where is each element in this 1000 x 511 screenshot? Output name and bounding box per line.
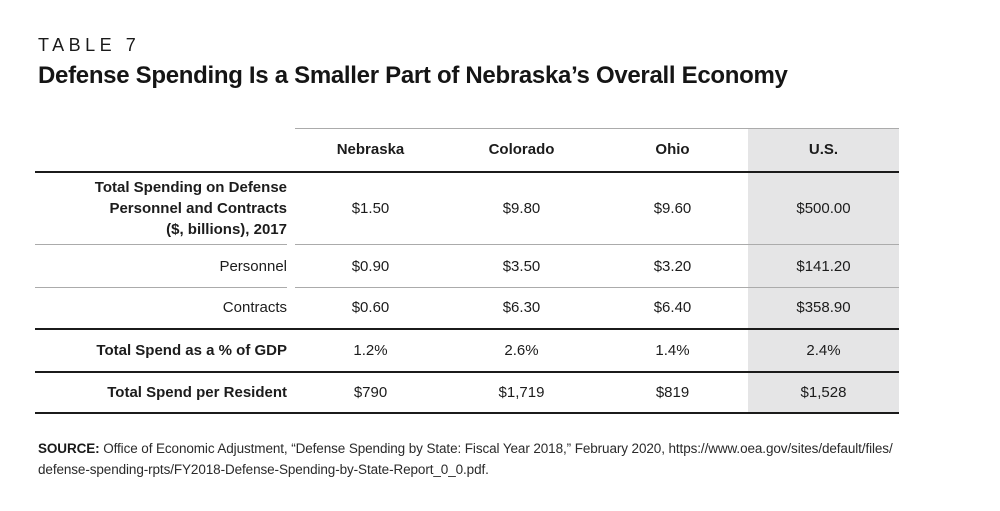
cell-nebraska: $0.60 (295, 287, 446, 330)
cell-us: $1,528 (748, 371, 899, 414)
table-row-contracts: Contracts $0.60 $6.30 $6.40 $358.90 (35, 287, 899, 330)
cell-us: $500.00 (748, 171, 899, 245)
row-label: Total Spend per Resident (35, 371, 287, 414)
cell-us: 2.4% (748, 328, 899, 373)
table-row-personnel: Personnel $0.90 $3.50 $3.20 $141.20 (35, 244, 899, 288)
cell-ohio: $3.20 (597, 244, 748, 288)
cell-ohio: $819 (597, 371, 748, 414)
row-label-line: Total Spending on Defense (94, 178, 287, 196)
source-text-line1: Office of Economic Adjustment, “Defense … (103, 441, 893, 456)
cell-colorado: $9.80 (446, 171, 597, 245)
cell-nebraska: 1.2% (295, 328, 446, 373)
column-header-us: U.S. (748, 128, 899, 173)
column-header-nebraska: Nebraska (295, 128, 446, 173)
source-text-line2: defense-spending-rpts/FY2018-Defense-Spe… (38, 462, 489, 477)
source-label: SOURCE: (38, 441, 100, 456)
row-label: Total Spend as a % of GDP (35, 328, 287, 373)
blank-header-cell (35, 128, 287, 173)
table-number: TABLE 7 (38, 35, 141, 55)
cell-us: $358.90 (748, 287, 899, 330)
column-gap (287, 172, 295, 245)
cell-ohio: $9.60 (597, 171, 748, 245)
column-header-ohio: Ohio (597, 128, 748, 173)
cell-ohio: $6.40 (597, 287, 748, 330)
cell-nebraska: $0.90 (295, 244, 446, 288)
table-header-row: Nebraska Colorado Ohio U.S. (35, 128, 899, 173)
table-row-per-resident: Total Spend per Resident $790 $1,719 $81… (35, 371, 899, 414)
table-row-pct-gdp: Total Spend as a % of GDP 1.2% 2.6% 1.4%… (35, 328, 899, 373)
row-label: Total Spending on Defense Personnel and … (35, 171, 287, 245)
row-label-line: ($, billions), 2017 (166, 220, 287, 238)
cell-nebraska: $1.50 (295, 171, 446, 245)
row-label: Contracts (35, 287, 287, 330)
source-note: SOURCE: Office of Economic Adjustment, “… (38, 438, 963, 480)
column-gap (287, 287, 295, 330)
table-row-total-spending: Total Spending on Defense Personnel and … (35, 171, 899, 245)
column-gap (287, 128, 295, 173)
column-header-colorado: Colorado (446, 128, 597, 173)
cell-colorado: $1,719 (446, 371, 597, 414)
column-gap (287, 245, 295, 288)
cell-colorado: $6.30 (446, 287, 597, 330)
table-title: Defense Spending Is a Smaller Part of Ne… (38, 62, 788, 89)
defense-spending-table: Nebraska Colorado Ohio U.S. Total Spendi… (35, 128, 899, 414)
cell-colorado: $3.50 (446, 244, 597, 288)
row-label-line: Personnel and Contracts (109, 199, 287, 217)
cell-ohio: 1.4% (597, 328, 748, 373)
cell-us: $141.20 (748, 244, 899, 288)
row-label: Personnel (35, 244, 287, 288)
cell-nebraska: $790 (295, 371, 446, 414)
column-gap (287, 371, 295, 414)
column-gap (287, 328, 295, 373)
cell-colorado: 2.6% (446, 328, 597, 373)
